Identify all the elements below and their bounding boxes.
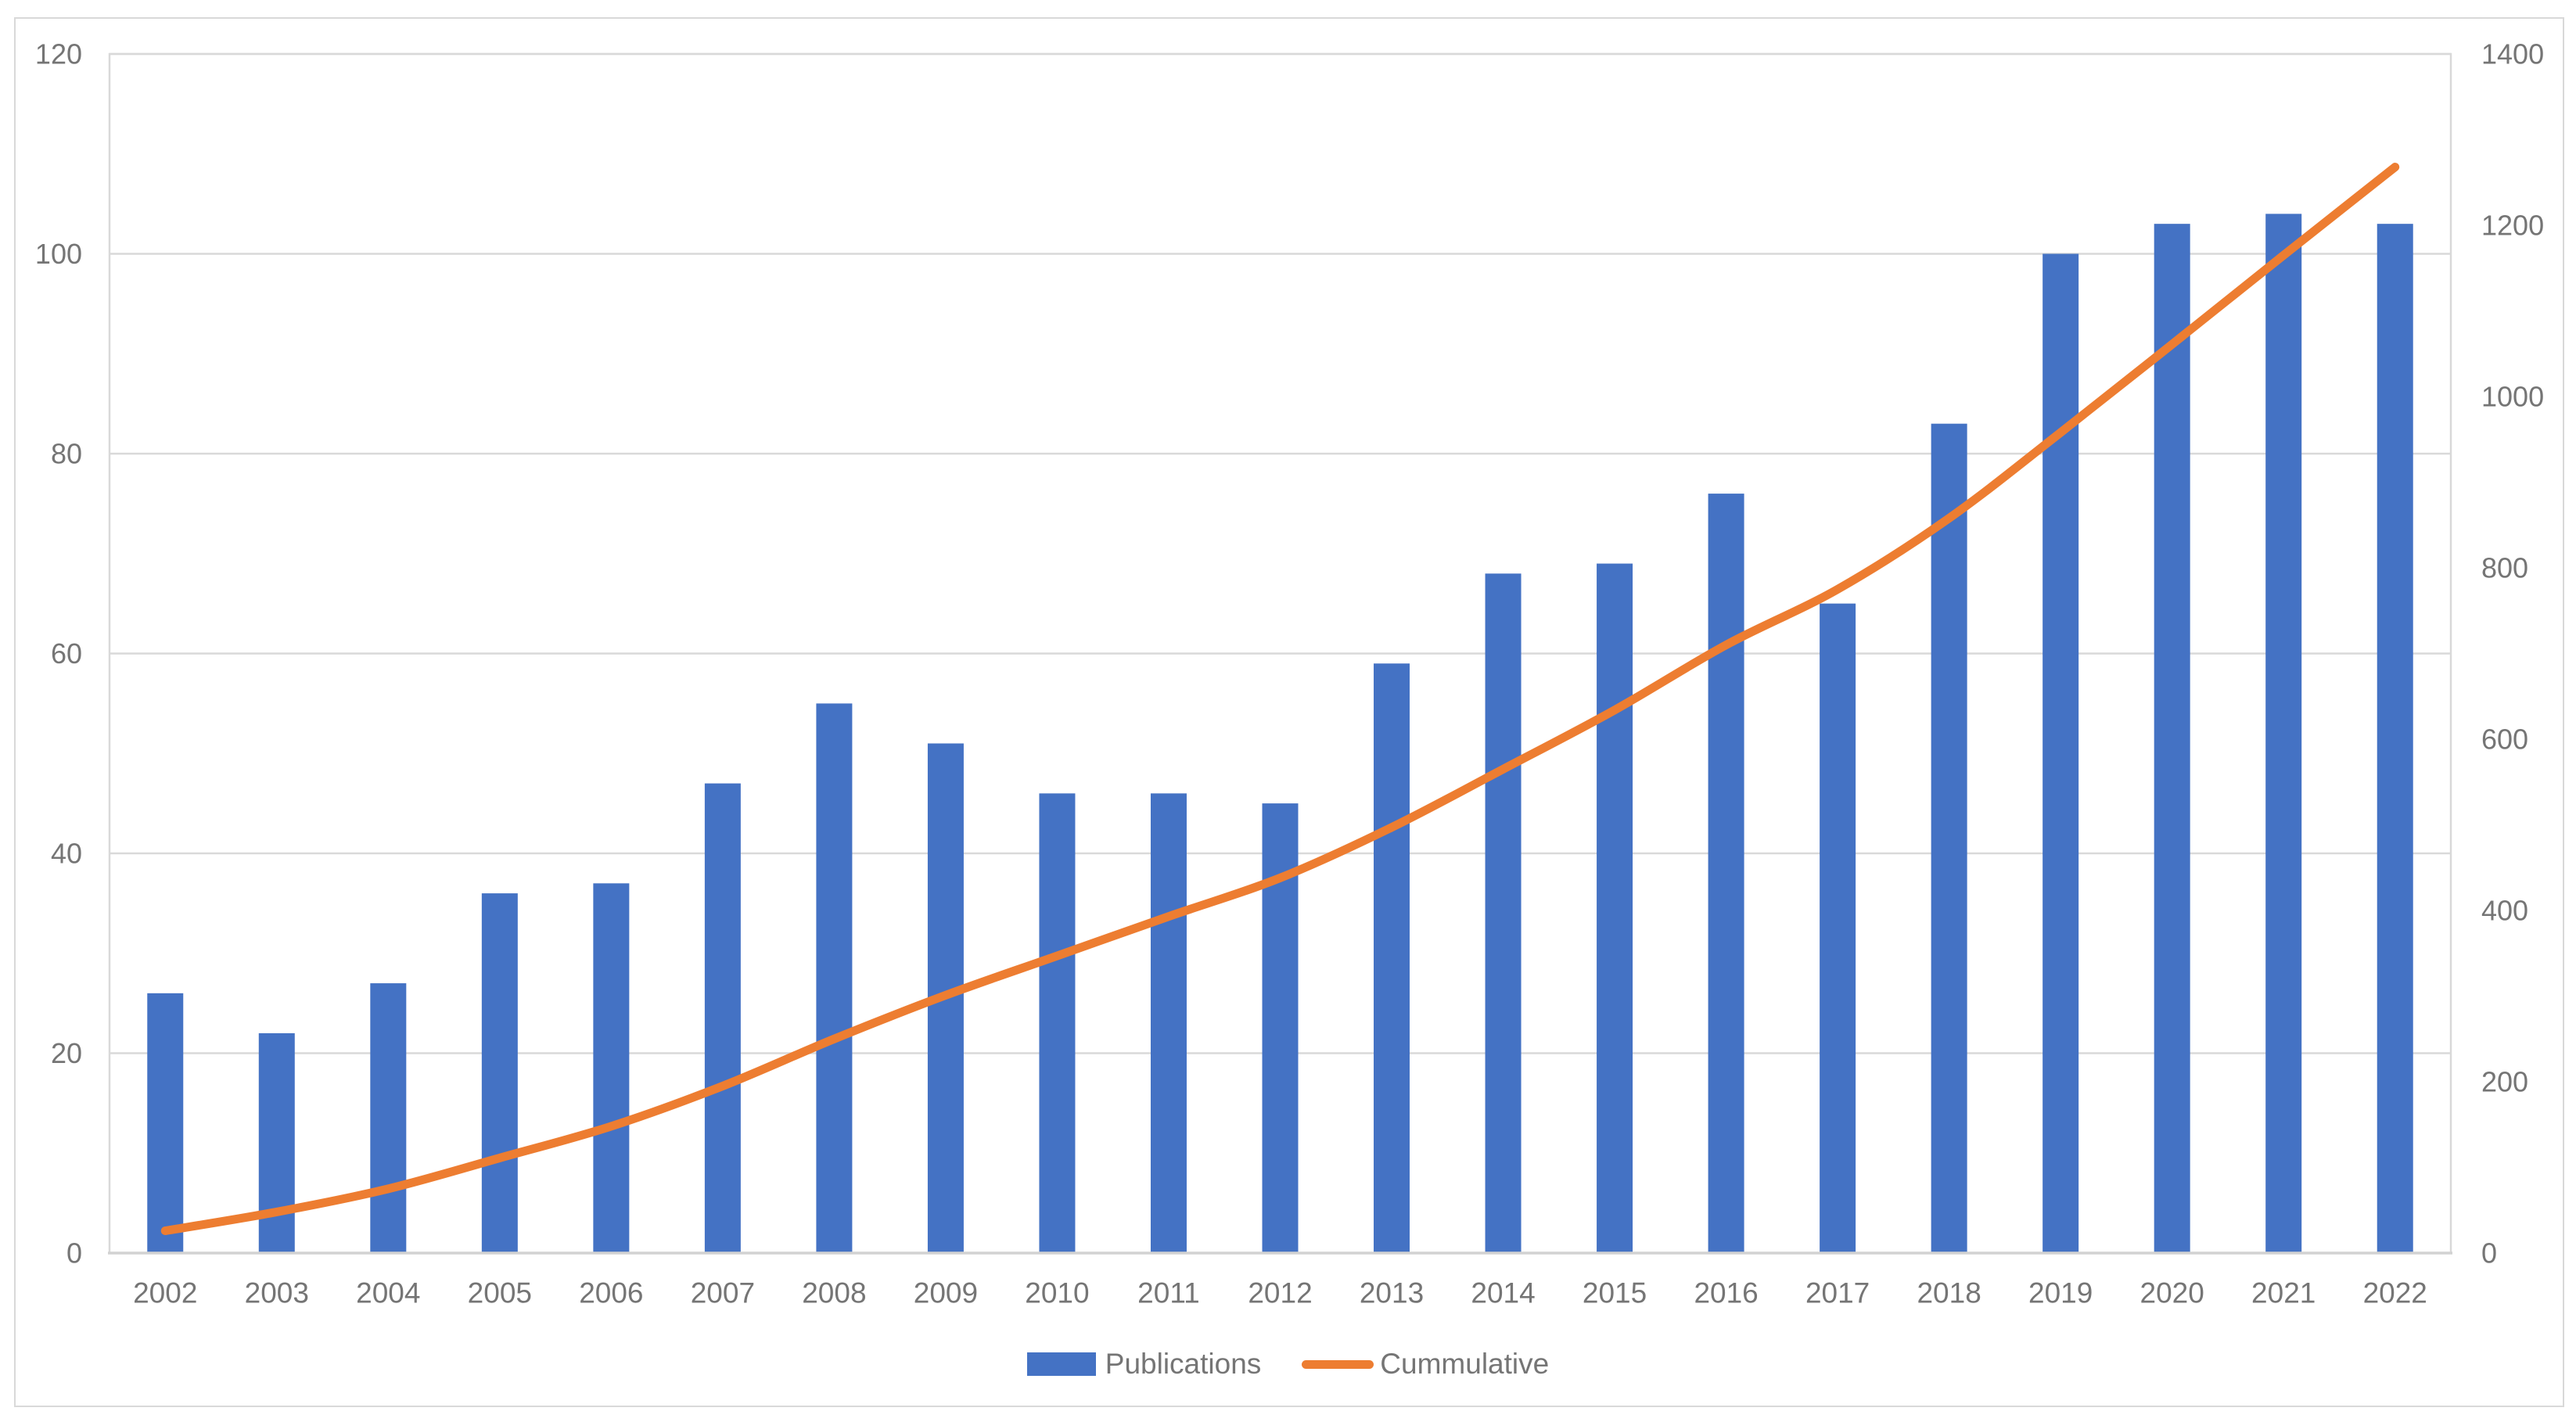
right-axis-tick-label: 1200 (2481, 210, 2544, 242)
bar-2021 (2265, 214, 2302, 1253)
bar-2004 (370, 983, 407, 1253)
x-axis-label-2008: 2008 (802, 1277, 866, 1309)
x-axis-label-2022: 2022 (2363, 1277, 2427, 1309)
left-axis-tick-label: 0 (66, 1237, 82, 1269)
x-axis-label-2021: 2021 (2251, 1277, 2316, 1309)
x-axis-label-2013: 2013 (1360, 1277, 1424, 1309)
bar-2007 (704, 783, 741, 1253)
cummulative-line (160, 163, 2400, 1236)
bar-2010 (1039, 793, 1076, 1253)
bar-2019 (2042, 253, 2079, 1253)
x-axis-label-2020: 2020 (2140, 1277, 2204, 1309)
x-axis-label-2018: 2018 (1917, 1277, 1981, 1309)
right-axis-tick-label: 600 (2481, 724, 2528, 756)
x-axis-label-2007: 2007 (691, 1277, 755, 1309)
bar-2002 (147, 993, 184, 1253)
x-axis-label-2012: 2012 (1248, 1277, 1312, 1309)
right-axis-tick-label: 400 (2481, 895, 2528, 927)
left-axis-tick-label: 100 (35, 238, 82, 270)
x-axis-label-2009: 2009 (914, 1277, 978, 1309)
cummulative-line-swatch-icon (1302, 1359, 1374, 1369)
bar-2005 (481, 893, 518, 1253)
legend-item-publications: Publications (1026, 1347, 1262, 1381)
x-axis-label-2014: 2014 (1471, 1277, 1535, 1309)
publications-bar-swatch-icon (1026, 1352, 1096, 1377)
x-axis-label-2019: 2019 (2028, 1277, 2093, 1309)
left-axis-tick-label: 60 (51, 637, 82, 670)
x-axis-label-2004: 2004 (356, 1277, 420, 1309)
left-axis-tick-label: 40 (51, 838, 82, 870)
bar-2003 (258, 1032, 295, 1253)
right-axis-tick-label: 200 (2481, 1066, 2528, 1098)
x-axis-label-2011: 2011 (1137, 1277, 1200, 1309)
right-axis-tick-label: 1000 (2481, 381, 2544, 413)
bar-2020 (2154, 224, 2190, 1253)
bar-2014 (1485, 573, 1522, 1253)
bar-2022 (2377, 224, 2413, 1253)
x-axis-label-2016: 2016 (1694, 1277, 1758, 1309)
right-axis-tick-label: 800 (2481, 552, 2528, 584)
bar-2015 (1597, 563, 1633, 1253)
bar-2008 (816, 703, 853, 1253)
bar-2017 (1820, 603, 1856, 1253)
bar-2006 (593, 883, 630, 1253)
chart-legend: Publications Cummulative (0, 1347, 2576, 1381)
legend-label-publications: Publications (1105, 1348, 1262, 1380)
bar-2013 (1374, 663, 1410, 1253)
x-axis-label-2010: 2010 (1025, 1277, 1089, 1309)
x-axis-label-2003: 2003 (245, 1277, 309, 1309)
bar-2018 (1931, 423, 1967, 1253)
legend-label-cummulative: Cummulative (1380, 1348, 1550, 1380)
bar-2011 (1150, 793, 1187, 1253)
x-axis-label-2017: 2017 (1805, 1277, 1870, 1309)
bar-2016 (1708, 494, 1744, 1253)
left-axis-tick-label: 80 (51, 438, 82, 470)
left-axis-tick-label: 20 (51, 1037, 82, 1069)
x-axis-label-2005: 2005 (468, 1277, 532, 1309)
x-axis-label-2006: 2006 (579, 1277, 643, 1309)
right-axis-tick-label: 1400 (2481, 38, 2544, 70)
right-axis-tick-label: 0 (2481, 1237, 2497, 1269)
legend-item-cummulative: Cummulative (1302, 1347, 1549, 1381)
x-axis-label-2015: 2015 (1583, 1277, 1647, 1309)
left-axis-tick-label: 120 (35, 38, 82, 70)
x-axis-label-2002: 2002 (133, 1277, 197, 1309)
